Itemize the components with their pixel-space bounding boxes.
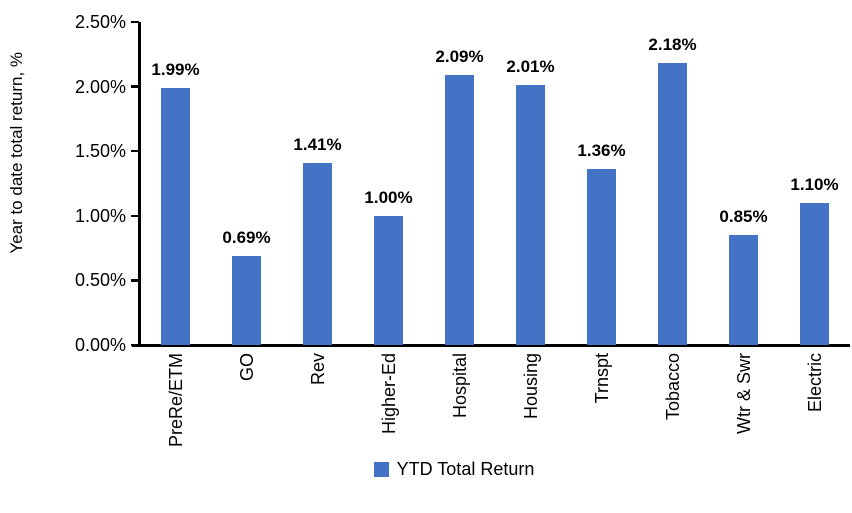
bar-value-label: 0.85% [719, 207, 768, 227]
y-axis-tick-mark [131, 150, 139, 153]
bar [374, 215, 403, 345]
x-axis-category-label: Tobacco [662, 353, 683, 421]
bar [800, 202, 829, 345]
y-axis-tick-mark [131, 279, 139, 282]
x-axis-category-label: GO [236, 353, 257, 382]
plot-area: 1.99% 0.69% 1.41% 1.00% 2.09% 2.01% 1.36% 2.18%… [140, 22, 850, 345]
y-axis-tick-mark [131, 85, 139, 88]
bar [303, 162, 332, 345]
bar [161, 87, 190, 345]
bar [587, 169, 616, 345]
bar-value-label: 1.10% [790, 174, 839, 194]
y-axis-tick-label: 2.50% [74, 12, 126, 32]
bar [729, 235, 758, 345]
x-axis-category-label: Hospital [449, 353, 470, 419]
bar-value-label: 2.18% [648, 35, 697, 55]
y-axis-tick-label: 1.50% [74, 141, 126, 162]
bar [516, 85, 545, 345]
y-axis-tick-label: 1.00% [74, 205, 126, 226]
y-axis-title: Year to date total return, % [7, 52, 26, 254]
bar-value-label: 1.99% [151, 59, 200, 79]
y-axis-tick-label: 0.50% [74, 270, 126, 291]
x-axis-category-label: Higher-Ed [378, 353, 399, 435]
bar-value-label: 2.09% [435, 46, 484, 66]
x-axis-category-label: PreRe/ETM [165, 353, 186, 448]
bar-value-label: 0.69% [222, 227, 271, 247]
bar-value-label: 2.01% [506, 57, 555, 77]
y-axis-tick-label: 0.00% [74, 335, 126, 355]
bar [232, 255, 261, 345]
x-axis-category-label: Trnspt [591, 353, 612, 404]
x-axis-category-label: Rev [307, 353, 328, 386]
bar-value-label: 1.00% [364, 187, 413, 207]
bar [445, 74, 474, 345]
bar [658, 63, 687, 345]
legend: YTD Total Return [28, 458, 852, 480]
x-axis-category-label: Housing [520, 353, 541, 420]
x-axis-category-label: Electric [804, 353, 825, 413]
y-axis-tick-mark [131, 343, 139, 347]
legend-label: YTD Total Return [396, 459, 535, 479]
legend-swatch-icon [373, 461, 389, 477]
x-axis-line [132, 344, 850, 347]
y-axis-tick-label: 2.00% [74, 76, 126, 97]
y-axis-tick-mark [131, 214, 139, 217]
y-axis-line [138, 22, 141, 345]
x-axis-category-label: Wtr & Swr [733, 353, 754, 434]
bar-value-label: 1.36% [577, 141, 626, 161]
y-axis-tick-mark [131, 20, 139, 24]
bar-value-label: 1.41% [293, 134, 342, 154]
